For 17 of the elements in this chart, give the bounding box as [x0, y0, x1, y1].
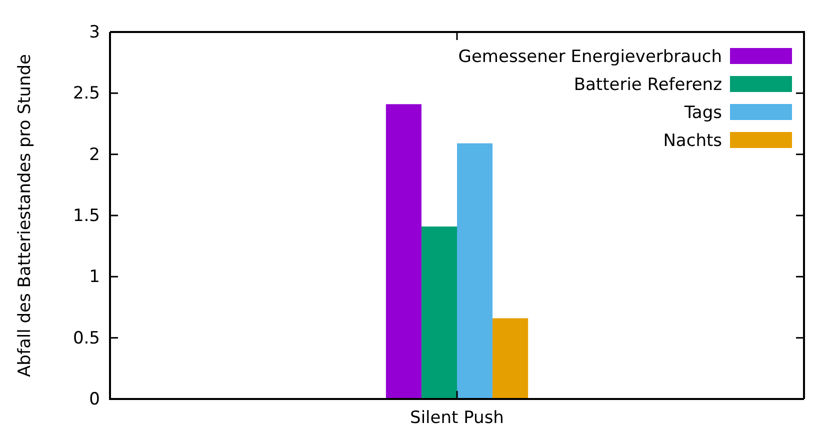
y-tick-label: 0 [89, 389, 100, 410]
y-tick-label: 3 [89, 22, 100, 42]
y-tick-label: 1.5 [72, 206, 100, 226]
y-tick-label: 1 [89, 267, 100, 288]
bar [386, 104, 422, 399]
bar [457, 143, 493, 399]
x-tick-label: Silent Push [410, 408, 504, 428]
legend-label: Nachts [663, 130, 722, 151]
y-tick-label: 2.5 [72, 84, 100, 104]
legend-label: Tags [683, 102, 722, 123]
y-tick-label: 2 [89, 144, 100, 165]
legend-label: Batterie Referenz [574, 74, 722, 95]
y-axis-title: Abfall des Batteriestandes pro Stunde [14, 54, 35, 377]
bar [421, 226, 457, 399]
legend-label: Gemessener Energieverbrauch [458, 46, 722, 67]
y-tick-label: 0.5 [72, 328, 100, 348]
bar [492, 318, 528, 399]
